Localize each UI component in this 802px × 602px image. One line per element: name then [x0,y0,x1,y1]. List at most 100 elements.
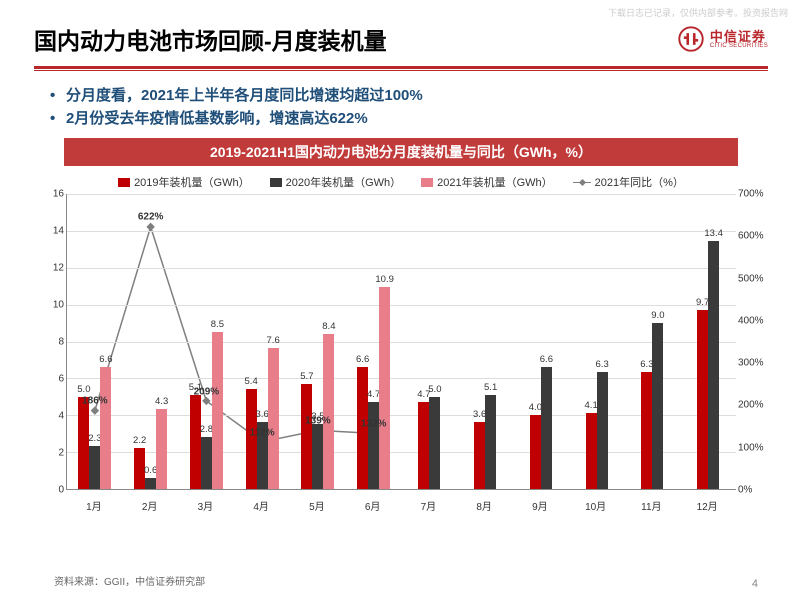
bar-s2019 [301,384,312,489]
legend-label: 2020年装机量（GWh） [286,174,402,190]
chart-legend: 2019年装机量（GWh） 2020年装机量（GWh） 2021年装机量（GWh… [60,174,742,190]
y2-tick: 300% [738,358,766,369]
gridline [67,415,736,416]
bar-s2021 [268,348,279,489]
bar-s2020 [312,424,323,489]
plot-region: 5.02.36.62.20.64.35.12.88.55.43.67.65.73… [66,194,736,490]
bar-s2021 [100,367,111,489]
y2-tick: 200% [738,400,766,411]
x-tick: 4月 [253,498,269,513]
y2-tick: 0% [738,485,766,496]
x-tick: 6月 [365,498,381,513]
x-axis: 1月2月3月4月5月6月7月8月9月10月11月12月 [66,494,736,514]
bar-label: 8.5 [197,319,237,330]
y2-axis: 0%100%200%300%400%500%600%700% [738,194,766,490]
logo-text-cn: 中信证券 [710,30,768,43]
x-tick: 1月 [86,498,102,513]
bar-label: 9.0 [638,310,678,321]
gridline [67,452,736,453]
gridline [67,194,736,195]
x-tick: 7月 [421,498,437,513]
bar-s2021 [156,409,167,489]
chart-area: 0246810121416 5.02.36.62.20.64.35.12.88.… [36,194,766,514]
bar-label: 5.1 [471,382,511,393]
logo-icon [678,26,704,52]
bar-s2020 [368,402,379,489]
x-tick: 9月 [532,498,548,513]
divider-thin [34,70,768,71]
bullet-item: 分月度看，2021年上半年各月度同比增速均超过100% [50,85,752,108]
bar-s2020 [145,478,156,489]
y2-tick: 400% [738,315,766,326]
bar-label: 5.0 [64,384,104,395]
legend-label: 2021年同比（%） [595,174,684,190]
source-text: 资料来源：GGII，中信证券研究部 [54,573,205,588]
y2-tick: 500% [738,273,766,284]
bar-label: 2.2 [120,435,160,446]
bar-s2019 [474,422,485,489]
bar-s2019 [641,372,652,489]
y1-tick: 14 [36,226,64,237]
y1-tick: 2 [36,448,64,459]
bar-s2020 [597,372,608,489]
bar-s2020 [708,241,719,489]
legend-label: 2021年装机量（GWh） [437,174,553,190]
y1-tick: 10 [36,300,64,311]
bar-s2021 [212,332,223,489]
legend-item-2019: 2019年装机量（GWh） [118,174,250,190]
y1-axis: 0246810121416 [36,194,64,490]
y1-tick: 16 [36,189,64,200]
yoy-label: 112% [250,427,275,438]
bar-s2019 [190,395,201,489]
bar-label: 6.6 [343,354,383,365]
bar-label: 4.3 [142,396,182,407]
bar-s2019 [586,413,597,489]
x-tick: 2月 [142,498,158,513]
bar-s2020 [429,397,440,490]
bar-label: 10.9 [365,274,405,285]
bar-s2020 [541,367,552,489]
bar-s2020 [89,446,100,489]
bar-s2019 [246,389,257,489]
gridline [67,231,736,232]
bar-s2021 [379,287,390,489]
bar-s2020 [201,437,212,489]
x-tick: 8月 [476,498,492,513]
y1-tick: 8 [36,337,64,348]
bar-label: 6.6 [86,354,126,365]
bar-label: 13.4 [694,228,734,239]
y1-tick: 12 [36,263,64,274]
divider-thick [34,66,768,69]
legend-item-yoy: 2021年同比（%） [573,174,684,190]
bar-label: 5.0 [415,384,455,395]
bar-s2020 [652,323,663,490]
legend-item-2020: 2020年装机量（GWh） [270,174,402,190]
y1-tick: 4 [36,411,64,422]
page-number: 4 [752,578,758,590]
y2-tick: 700% [738,189,766,200]
yoy-label: 132% [361,419,387,430]
chart-title: 2019-2021H1国内动力电池分月度装机量与同比（GWh，%） [64,138,738,166]
gridline [67,305,736,306]
gridline [67,378,736,379]
x-tick: 10月 [585,498,606,513]
brand-logo: 中信证券 CITIC SECURITIES [678,26,768,52]
y1-tick: 6 [36,374,64,385]
yoy-label: 186% [82,396,108,407]
bar-s2020 [485,395,496,489]
y1-tick: 0 [36,485,64,496]
bar-label: 5.4 [231,376,271,387]
x-tick: 3月 [198,498,214,513]
bar-s2019 [697,310,708,489]
legend-label: 2019年装机量（GWh） [134,174,250,190]
page-title: 国内动力电池市场回顾-月度装机量 [34,22,387,56]
gridline [67,342,736,343]
x-tick: 12月 [697,498,718,513]
gridline [67,268,736,269]
y2-tick: 600% [738,231,766,242]
bar-label: 6.6 [526,354,566,365]
yoy-label: 209% [194,386,220,397]
x-tick: 11月 [641,498,661,513]
bar-s2019 [418,402,429,489]
bullet-item: 2月份受去年疫情低基数影响，增速高达622% [50,108,752,131]
